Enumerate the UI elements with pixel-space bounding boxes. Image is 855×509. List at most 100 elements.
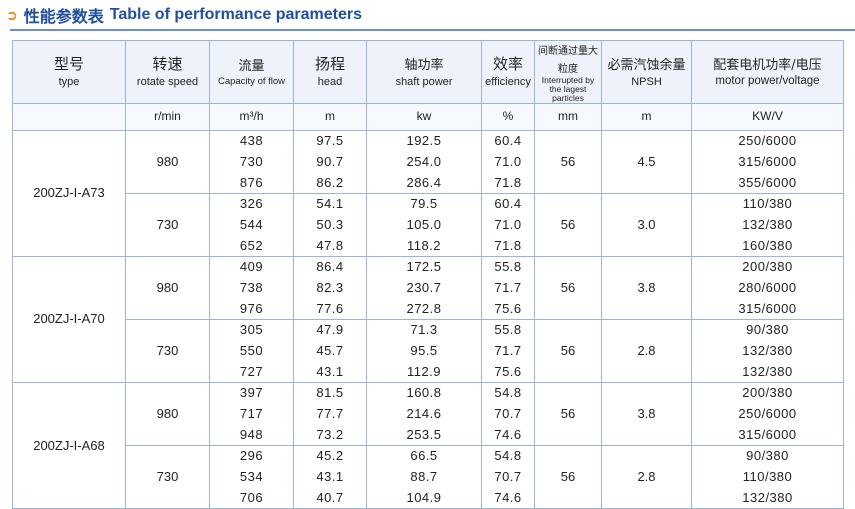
shaft-power-value: 71.3: [366, 319, 482, 341]
unit-power: kw: [366, 102, 482, 131]
particle-size: 56: [534, 256, 602, 321]
header-shaft-power: 轴功率 shaft power: [366, 40, 482, 104]
npsh-value: 3.8: [601, 256, 692, 321]
flow-value: 296: [209, 445, 294, 467]
title-cn: 性能参数表: [23, 7, 104, 26]
motor-value: 200/380: [691, 256, 844, 278]
head-value: 47.9: [293, 319, 367, 341]
particle-size: 56: [534, 193, 602, 258]
head-value: 54.1: [293, 193, 367, 215]
shaft-power-value: 79.5: [366, 193, 482, 215]
motor-value: 250/6000: [691, 403, 844, 425]
head-value: 82.3: [293, 277, 367, 299]
table-row: 550 45.7 95.5 71.7 132/380: [13, 340, 844, 362]
motor-value: 315/6000: [691, 424, 844, 447]
table-title: ➲ 性能参数表 Table of performance parameters: [6, 3, 362, 27]
rotate-speed: 980: [125, 256, 210, 321]
motor-value: 200/380: [691, 382, 844, 404]
flow-value: 948: [209, 424, 294, 447]
efficiency-value: 54.8: [481, 445, 535, 467]
unit-motor: KW/V: [691, 102, 844, 131]
particle-size: 56: [534, 319, 602, 384]
flow-value: 727: [209, 361, 294, 384]
head-value: 81.5: [293, 382, 367, 404]
flow-value: 397: [209, 382, 294, 404]
table-row: 717 77.7 214.6 70.7 250/6000: [13, 403, 844, 425]
npsh-value: 3.8: [601, 382, 692, 447]
motor-value: 132/380: [691, 361, 844, 384]
head-value: 77.6: [293, 298, 367, 321]
flow-value: 305: [209, 319, 294, 341]
flow-value: 730: [209, 151, 294, 173]
model-name: 200ZJ-I-A70: [12, 256, 126, 384]
model-name: 200ZJ-I-A68: [12, 382, 126, 509]
efficiency-value: 71.8: [481, 172, 535, 195]
flow-value: 550: [209, 340, 294, 362]
table-row: 727 43.1 112.9 75.6 132/380: [13, 361, 844, 384]
particle-size: 56: [534, 445, 602, 509]
head-value: 45.7: [293, 340, 367, 362]
motor-value: 315/6000: [691, 151, 844, 173]
header-npsh: 必需汽蚀余量 NPSH: [601, 40, 692, 104]
unit-head: m: [293, 102, 367, 131]
efficiency-value: 74.6: [481, 424, 535, 447]
efficiency-value: 55.8: [481, 319, 535, 341]
efficiency-value: 70.7: [481, 466, 535, 488]
table-row: 200ZJ-I-A73 980 438 97.5 192.5 60.4 56 4.5 250/6…: [12, 129, 844, 258]
header-head: 扬程 head: [293, 40, 367, 104]
npsh-value: 4.5: [601, 129, 692, 195]
efficiency-value: 71.7: [481, 277, 535, 299]
rotate-speed: 730: [125, 193, 210, 258]
efficiency-value: 71.0: [481, 151, 535, 173]
head-value: 90.7: [293, 151, 367, 173]
head-value: 45.2: [293, 445, 367, 467]
unit-efficiency: %: [481, 102, 535, 131]
unit-speed: r/min: [125, 102, 210, 131]
unit-row: r/min m³/h m kw % mm m KW/V: [12, 102, 844, 131]
motor-value: 132/380: [691, 487, 844, 509]
flow-value: 717: [209, 403, 294, 425]
rotate-speed: 730: [125, 445, 210, 509]
efficiency-value: 74.6: [481, 487, 535, 509]
head-value: 40.7: [293, 487, 367, 509]
header-efficiency: 效率 efficiency: [481, 40, 535, 104]
table-row: 730 296 45.2 66.5 54.8 56 2.8 90/380: [13, 445, 844, 509]
shaft-power-value: 104.9: [366, 487, 482, 509]
motor-value: 90/380: [691, 445, 844, 467]
shaft-power-value: 253.5: [366, 424, 482, 447]
shaft-power-value: 254.0: [366, 151, 482, 173]
shaft-power-value: 105.0: [366, 214, 482, 236]
motor-value: 280/6000: [691, 277, 844, 299]
header-row: 型号 type 转速 rotate speed 流量 Capacity of flow…: [12, 40, 844, 104]
efficiency-value: 70.7: [481, 403, 535, 425]
header-flow: 流量 Capacity of flow: [209, 40, 294, 104]
table-body: 200ZJ-I-A73 980 438 97.5 192.5 60.4 56 4.5 250/6…: [12, 129, 844, 509]
motor-value: 110/380: [691, 466, 844, 488]
model-name: 200ZJ-I-A73: [12, 129, 126, 258]
shaft-power-value: 118.2: [366, 235, 482, 258]
efficiency-value: 54.8: [481, 382, 535, 404]
table-row: 730 90.7 254.0 71.0 315/6000: [13, 151, 844, 173]
table-row: 730 326 54.1 79.5 60.4 56 3.0 110/380: [13, 193, 844, 258]
flow-value: 652: [209, 235, 294, 258]
flow-value: 409: [209, 256, 294, 278]
unit-particle: mm: [534, 102, 602, 131]
motor-value: 160/380: [691, 235, 844, 258]
flow-value: 326: [209, 193, 294, 215]
head-value: 43.1: [293, 361, 367, 384]
shaft-power-value: 88.7: [366, 466, 482, 488]
efficiency-value: 60.4: [481, 193, 535, 215]
motor-value: 250/6000: [691, 129, 844, 152]
shaft-power-value: 230.7: [366, 277, 482, 299]
head-value: 86.4: [293, 256, 367, 278]
shaft-power-value: 112.9: [366, 361, 482, 384]
efficiency-value: 55.8: [481, 256, 535, 278]
table-row: 200ZJ-I-A68 980 397 81.5 160.8 54.8 56 3.8 200/3…: [12, 382, 844, 509]
motor-value: 132/380: [691, 340, 844, 362]
table-row: 738 82.3 230.7 71.7 280/6000: [13, 277, 844, 299]
efficiency-value: 60.4: [481, 129, 535, 152]
shaft-power-value: 172.5: [366, 256, 482, 278]
head-value: 86.2: [293, 172, 367, 195]
title-divider: [10, 29, 855, 31]
particle-size: 56: [534, 382, 602, 447]
